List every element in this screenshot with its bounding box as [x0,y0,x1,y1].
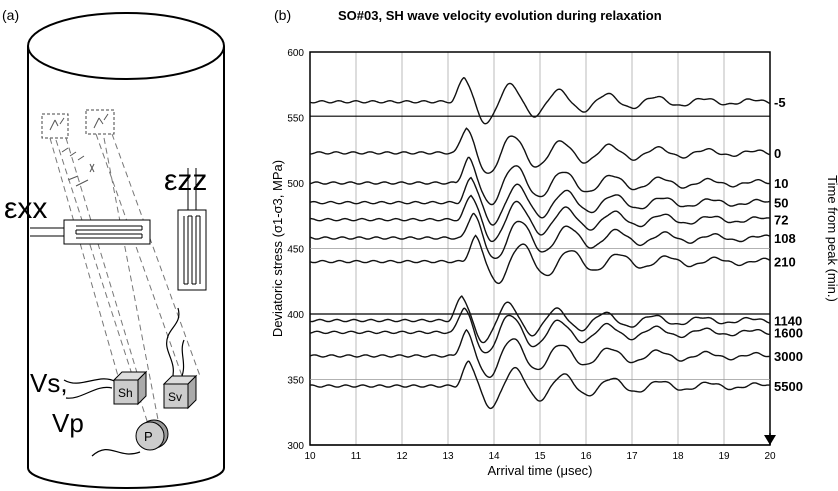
cylinder-top [27,12,225,80]
x-tick-label: 16 [580,451,592,462]
x-tick-label: 19 [718,451,730,462]
series-108-trace [309,212,771,259]
strain-gauge-xx [63,219,151,245]
series-108-label: 108 [774,231,796,246]
vs-label: Vs, [30,368,68,398]
y-axis-label: Deviatoric stress (σ1-σ3, MPa) [270,160,285,337]
arrow-mark-2 [93,113,109,129]
series-72-label: 72 [774,213,788,228]
tick-marks [61,147,95,187]
series-210-trace [309,234,771,285]
y-tick-label: 400 [287,310,304,321]
chart-title: SO#03, SH wave velocity evolution during… [338,8,662,23]
sensor-p [135,421,165,451]
panel-b: (b) SO#03, SH wave velocity evolution du… [270,7,838,478]
sensor-sh [113,379,139,405]
y-tick-label: 550 [287,114,304,125]
vp-label: Vp [52,408,84,438]
gauge-zz-grid [183,215,201,285]
series-1600-trace [309,307,771,354]
exx-label: εxx [4,192,47,225]
gauge-zz-leads [187,168,197,210]
sensor-sv [163,383,189,409]
gauge-xx-grid [75,225,143,239]
x-tick-label: 11 [351,451,362,462]
sensor-sv-label: Sv [168,390,182,404]
series-0-trace [310,127,771,174]
panel-b-label: (b) [274,7,291,23]
x-tick-label: 10 [304,451,316,462]
series-5500-trace [309,360,770,410]
gauge-xx-leads [30,227,64,237]
series--5-label: -5 [774,95,786,110]
right-axis-label: Time from peak (min.) [825,175,838,302]
series-3000-label: 3000 [774,349,803,364]
arrow-mark-1 [49,117,65,131]
x-tick-label: 20 [764,451,776,462]
x-tick-label: 14 [488,451,500,462]
series-72-trace [309,194,771,243]
series-1600-label: 1600 [774,325,803,340]
chart-area: 10 11 12 13 14 15 16 17 18 19 20300350400450500550… [270,48,838,478]
series-3000-trace [309,328,771,379]
series-210-label: 210 [774,255,796,270]
series-0-label: 0 [774,146,781,161]
y-tick-label: 350 [287,376,304,387]
y-tick-label: 450 [287,245,304,256]
series-50-trace [309,176,770,226]
sensor-sh-label: Sh [118,386,133,400]
series--5-trace [309,77,771,125]
dashed-guides [49,133,201,431]
x-tick-label: 13 [442,451,454,462]
series-1140-trace [309,295,771,344]
y-tick-label: 500 [287,179,304,190]
x-tick-label: 18 [672,451,684,462]
series-10-label: 10 [774,176,788,191]
y-tick-label: 300 [287,441,304,452]
sensor-wires [63,307,185,457]
y-tick-label: 600 [287,48,304,59]
target-box-1 [41,113,69,139]
series-1140-label: 1140 [774,314,802,329]
x-axis-label: Arrival time (μsec) [488,463,593,478]
x-tick-label: 17 [626,451,638,462]
panel-a: (a) εzz εxx Sh Sv [2,7,225,489]
x-tick-label: 15 [534,451,546,462]
sensor-p-label: P [144,429,153,444]
x-tick-label: 12 [396,451,408,462]
series-10-trace [309,156,771,206]
series-50-label: 50 [774,196,788,211]
exx-label-zz: εzz [164,164,207,197]
series-5500-label: 5500 [774,379,803,394]
cylinder-bottom [27,467,225,489]
panel-a-label: (a) [2,7,19,23]
target-box-2 [85,109,115,135]
